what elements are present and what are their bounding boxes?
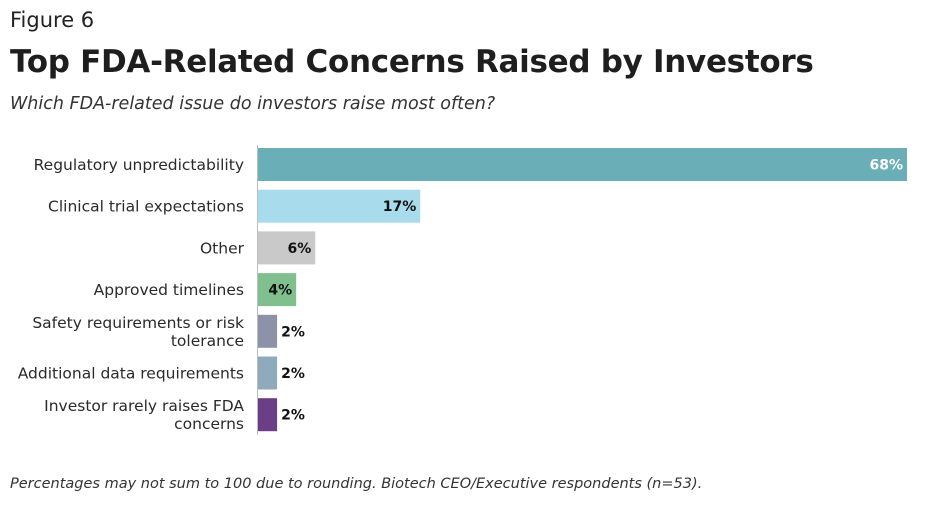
value-label: 2% bbox=[281, 366, 305, 382]
bar-chart: Regulatory unpredictability 68% Clinical t… bbox=[18, 145, 907, 435]
chart-subtitle: Which FDA-related issue do investors rai… bbox=[10, 94, 496, 114]
value-label: 2% bbox=[281, 324, 305, 340]
bar bbox=[258, 231, 316, 265]
category-label: Investor rarely raises FDA concerns bbox=[44, 397, 244, 433]
category-label: Other bbox=[200, 239, 245, 257]
category-label: Clinical trial expectations bbox=[48, 198, 244, 216]
value-label: 6% bbox=[287, 241, 311, 257]
category-label: Regulatory unpredictability bbox=[34, 156, 244, 174]
category-label: Approved timelines bbox=[94, 281, 244, 299]
bar bbox=[258, 273, 297, 307]
bar bbox=[258, 314, 278, 348]
bars-group: Regulatory unpredictability 68% Clinical t… bbox=[18, 148, 907, 433]
value-label: 68% bbox=[869, 158, 903, 174]
figure-label: Figure 6 bbox=[10, 8, 95, 32]
footnote: Percentages may not sum to 100 due to ro… bbox=[10, 476, 703, 492]
bar bbox=[258, 189, 421, 223]
value-label: 17% bbox=[383, 199, 417, 215]
bar bbox=[258, 148, 907, 181]
bar bbox=[258, 356, 278, 390]
value-label: 4% bbox=[268, 283, 292, 299]
category-label: Safety requirements or risk tolerance bbox=[32, 314, 244, 350]
bar bbox=[258, 398, 278, 432]
category-label: Additional data requirements bbox=[18, 365, 244, 383]
value-label: 2% bbox=[281, 408, 305, 424]
chart-title: Top FDA-Related Concerns Raised by Inves… bbox=[10, 44, 814, 80]
